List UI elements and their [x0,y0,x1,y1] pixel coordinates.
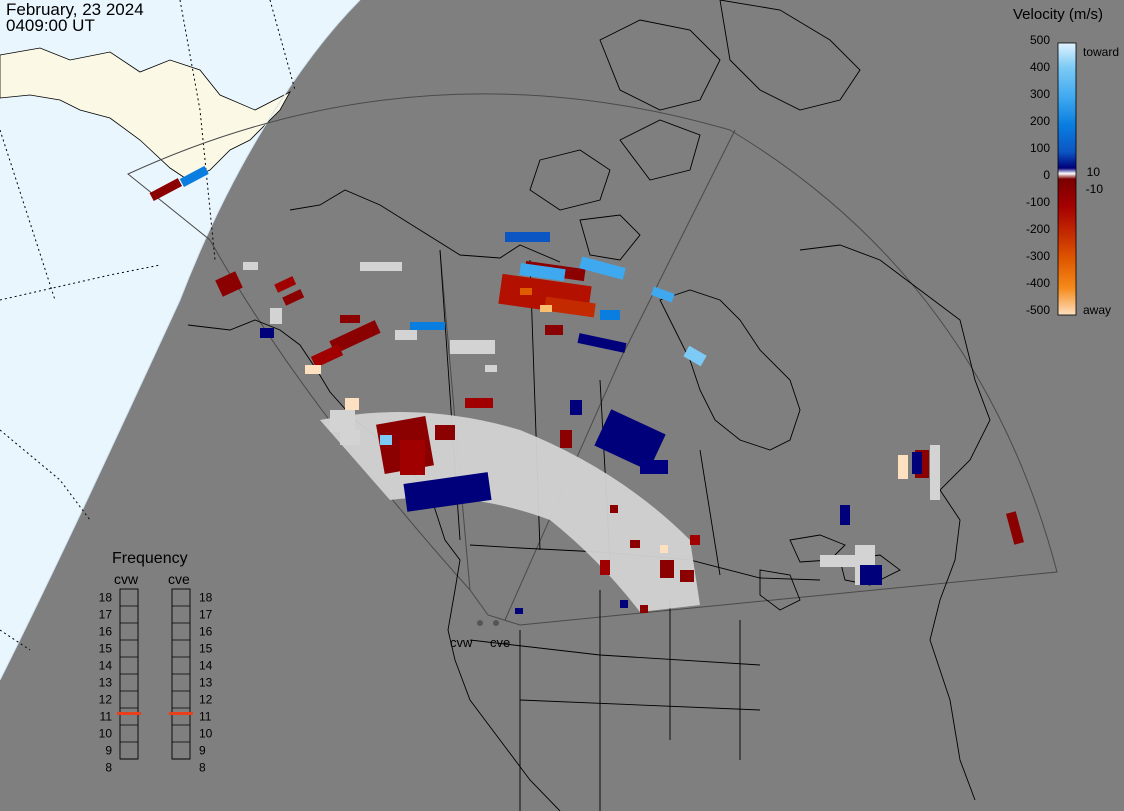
vel-tick-500: 500 [1030,33,1050,47]
date-label: February, 23 2024 [6,0,144,19]
freq-radar-cvw: cvw [114,571,139,587]
velocity-title: Velocity (m/s) [1013,6,1104,23]
freq-level-label-left: 16 [99,625,113,639]
radar-site-cvw-marker [477,620,483,626]
freq-level-label-right: 12 [199,693,213,707]
velocity-ticks: 500 400 300 200 100 10 0 -10 -100 -200 -… [1026,33,1103,317]
vel-tick-minus400: -400 [1026,276,1050,290]
freq-level-label-right: 8 [199,761,206,775]
freq-level-label-right: 17 [199,608,213,622]
freq-level-label-left: 13 [99,676,113,690]
freq-marker-cve [169,712,193,715]
vel-tick-300: 300 [1030,87,1050,101]
graticule-daylight [0,0,296,651]
vel-tick-0: 0 [1043,168,1050,182]
freq-level-label-left: 14 [99,659,113,673]
freq-marker-cvw [117,712,141,715]
vel-tick-minus100: -100 [1026,195,1050,209]
frequency-title: Frequency [112,550,188,567]
vel-tick-minus300: -300 [1026,249,1050,263]
velocity-toward-cells [179,165,922,614]
toward-label: toward [1083,45,1119,59]
vel-tick-minus200: -200 [1026,222,1050,236]
velocity-colorbar [1057,42,1077,316]
terminator-edge [0,0,361,681]
freq-level-label-right: 16 [199,625,213,639]
vel-tick-400: 400 [1030,60,1050,74]
freq-level-label-left: 10 [99,727,113,741]
radar-label-cve: cve [490,635,511,650]
freq-level-label-left: 18 [99,591,113,605]
freq-level-label-left: 15 [99,642,113,656]
freq-level-label-right: 15 [199,642,213,656]
freq-level-label-right: 9 [199,744,206,758]
radar-label-cvw: cvw [450,635,473,650]
vel-tick-100: 100 [1030,141,1050,155]
freq-level-label-left: 17 [99,608,113,622]
frequency-panel: 18 18 17 17 16 16 15 15 14 14 13 13 12 12 11 11 10 10 9 9 8 8… [99,571,213,775]
vel-tick-10: 10 [1087,165,1101,179]
away-label: away [1083,303,1111,317]
freq-level-label-left: 12 [99,693,113,707]
freq-radar-cve: cve [168,571,190,587]
freq-level-label-right: 14 [199,659,213,673]
fov-divider [504,129,736,621]
freq-level-label-right: 18 [199,591,213,605]
radar-site-cve-marker [493,620,499,626]
freq-level-label-left: 11 [100,710,113,724]
freq-level-label-left: 9 [105,744,112,758]
vel-tick-200: 200 [1030,114,1050,128]
freq-level-label-right: 10 [199,727,213,741]
coastlines [187,0,991,811]
velocity-away-cells [149,178,1024,613]
time-label: 0409:00 UT [6,16,95,35]
freq-level-label-left: 8 [105,761,112,775]
vel-tick-minus500: -500 [1026,303,1050,317]
daylight-land [0,47,291,181]
freq-level-label-right: 13 [199,676,213,690]
freq-level-label-right: 11 [199,710,212,724]
daylight-region [0,0,360,680]
vel-tick-minus10: -10 [1086,182,1104,196]
